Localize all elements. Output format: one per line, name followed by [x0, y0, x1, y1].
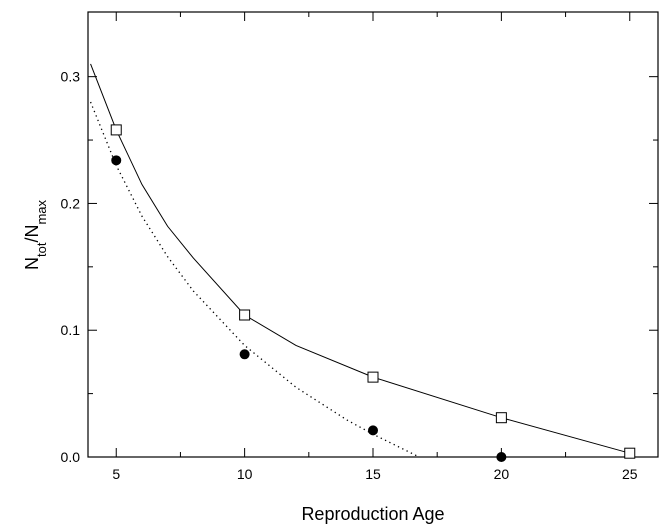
y-axis-label-part: /N: [22, 225, 42, 243]
circle-marker: [111, 155, 122, 166]
x-tick-label: 25: [622, 466, 638, 482]
square-marker: [110, 124, 122, 136]
y-axis-label-part: tot: [34, 242, 49, 257]
y-tick-label: 0.0: [61, 449, 81, 465]
y-axis-label-part: N: [22, 257, 42, 270]
y-axis-label: Ntot/Nmax: [22, 199, 49, 270]
x-tick-label: 15: [365, 466, 381, 482]
circle-marker: [368, 425, 378, 436]
square-marker: [624, 447, 636, 459]
x-tick-label: 20: [494, 466, 510, 482]
plot-frame: [87, 11, 659, 458]
y-axis-label-part: max: [34, 199, 49, 224]
y-tick-label: 0.3: [61, 69, 81, 85]
square-marker: [495, 412, 507, 424]
y-tick-label: 0.1: [61, 322, 81, 338]
x-tick-label: 10: [237, 466, 253, 482]
x-tick-label: 5: [112, 466, 120, 482]
x-axis-label: Reproduction Age: [301, 504, 444, 524]
circle-marker: [239, 349, 250, 360]
square-marker: [239, 309, 251, 321]
circle-marker: [496, 452, 507, 462]
y-tick-label: 0.2: [61, 195, 81, 211]
fit-line: [90, 63, 630, 454]
square-marker: [367, 371, 379, 383]
fit-line: [89, 101, 420, 457]
